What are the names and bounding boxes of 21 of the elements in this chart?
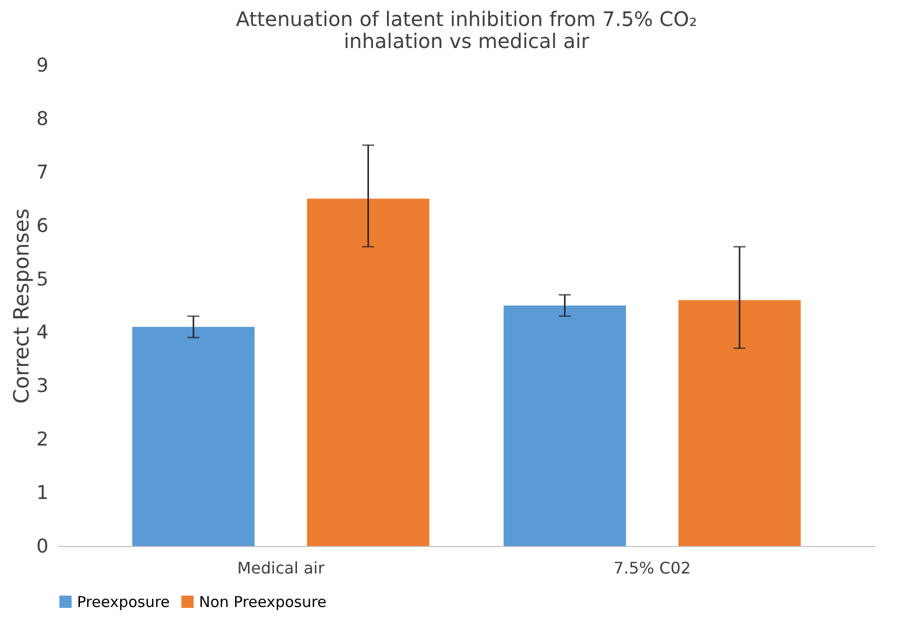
- y-tick-label: 5: [36, 268, 48, 290]
- y-tick-label: 0: [36, 536, 48, 558]
- legend-label: Non Preexposure: [199, 592, 326, 611]
- bar: [504, 306, 626, 546]
- y-axis-title: Correct Responses: [9, 208, 34, 404]
- y-tick-label: 2: [36, 428, 48, 451]
- y-tick-label: 8: [36, 108, 48, 130]
- y-tick-label: 4: [36, 322, 48, 344]
- bar: [678, 300, 801, 546]
- bar: [307, 198, 430, 546]
- y-tick-label: 7: [36, 161, 48, 184]
- x-tick-label: 7.5% C02: [614, 558, 691, 578]
- y-tick-label: 6: [36, 214, 48, 237]
- y-tick-label: 9: [36, 54, 48, 76]
- text: Attenuation of latent inhibition from 7.5% CO₂: [236, 7, 698, 31]
- y-tick-label: 1: [36, 482, 48, 504]
- legend-label: Preexposure: [77, 592, 170, 611]
- bar: [132, 326, 255, 546]
- text: inhalation vs medical air: [344, 29, 590, 53]
- y-tick-label: 3: [36, 375, 48, 398]
- x-tick-label: Medical air: [237, 558, 325, 578]
